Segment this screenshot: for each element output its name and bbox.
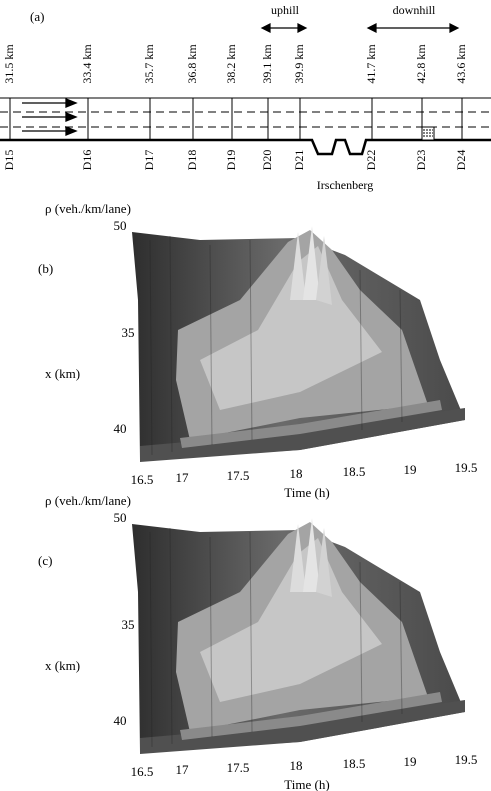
detector-label: D21 — [292, 150, 306, 171]
x-tick-label: 35 — [122, 325, 135, 340]
position-label: 31.5 km — [2, 44, 16, 84]
x-tick-label: 40 — [114, 713, 127, 728]
panel-label: (a) — [30, 9, 44, 24]
time-axis-label: Time (h) — [284, 777, 329, 791]
surface — [131, 517, 466, 755]
time-tick-label: 19 — [404, 754, 417, 769]
x-axis-label: x (km) — [45, 658, 80, 673]
time-axis-label: Time (h) — [284, 485, 329, 500]
time-tick-label: 18 — [290, 466, 303, 481]
position-label: 42.8 km — [414, 44, 428, 84]
position-label: 39.9 km — [292, 44, 306, 84]
road — [0, 97, 491, 156]
x-tick-label: 40 — [114, 421, 127, 436]
time-tick-label: 19 — [404, 462, 417, 477]
position-label: 33.4 km — [80, 44, 94, 84]
time-tick-label: 16.5 — [131, 472, 154, 487]
x-tick-label: 50 — [114, 218, 127, 233]
time-tick-label: 17 — [176, 470, 190, 485]
time-tick-label: 19.5 — [455, 460, 478, 475]
detector-label: D19 — [224, 150, 238, 171]
time-tick-label: 17.5 — [227, 760, 250, 775]
position-label: 38.2 km — [224, 44, 238, 84]
detector-label: D18 — [185, 150, 199, 171]
position-label: 41.7 km — [364, 44, 378, 84]
time-tick-label: 19.5 — [455, 752, 478, 767]
detector-label: D23 — [414, 150, 428, 171]
detector-label: D24 — [454, 150, 468, 171]
detector-label: D22 — [364, 150, 378, 171]
position-label: 36.8 km — [185, 44, 199, 84]
detector-label: D16 — [80, 150, 94, 171]
x-tick-label: 35 — [122, 617, 135, 632]
time-tick-label: 18.5 — [343, 756, 366, 771]
surface — [131, 225, 466, 463]
time-tick-label: 18 — [290, 758, 303, 773]
position-label: 39.1 km — [260, 44, 274, 84]
position-label: 35.7 km — [142, 44, 156, 84]
detector-label: D20 — [260, 150, 274, 171]
panel-label: (c) — [38, 553, 52, 568]
location-label: Irschenberg — [317, 178, 373, 192]
uphill-label: uphill — [271, 3, 300, 17]
lane-arrows — [22, 98, 78, 136]
detector-label: D17 — [142, 150, 156, 171]
time-tick-label: 17 — [176, 762, 190, 777]
slope-arrows — [260, 23, 460, 33]
x-tick-label: 50 — [114, 510, 127, 525]
time-tick-label: 16.5 — [131, 764, 154, 779]
downhill-label: downhill — [393, 3, 436, 17]
panel-label: (b) — [38, 261, 53, 276]
z-axis-label: ρ (veh./km/lane) — [45, 201, 131, 216]
x-axis-label: x (km) — [45, 366, 80, 381]
time-tick-label: 18.5 — [343, 464, 366, 479]
detector-label: D15 — [2, 150, 16, 171]
position-label: 43.6 km — [454, 44, 468, 84]
time-tick-label: 17.5 — [227, 468, 250, 483]
z-axis-label: ρ (veh./km/lane) — [45, 493, 131, 508]
